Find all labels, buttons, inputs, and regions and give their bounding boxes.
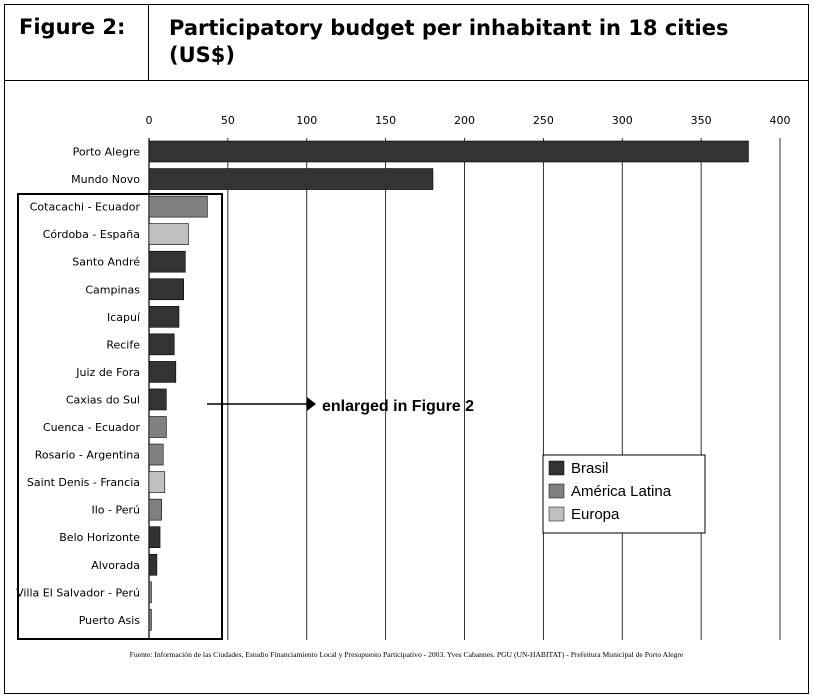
bar bbox=[148, 361, 177, 383]
annotation-text: enlarged in Figure 2 bbox=[322, 398, 474, 415]
bar bbox=[148, 609, 152, 631]
category-label: Icapuí bbox=[107, 311, 141, 324]
legend-box bbox=[542, 454, 706, 534]
x-tick-label: 150 bbox=[375, 114, 396, 127]
category-label: Villa El Salvador - Perú bbox=[16, 586, 140, 599]
x-tick-label: 100 bbox=[296, 114, 317, 127]
bar bbox=[148, 140, 749, 163]
category-label: Caxias do Sul bbox=[66, 393, 140, 406]
category-label: Ilo - Perú bbox=[92, 504, 141, 517]
legend-label: Europa bbox=[571, 506, 620, 523]
category-label: Belo Horizonte bbox=[59, 531, 140, 544]
x-axis-ticks: 0 50 100 150 200 250 300 350 400 bbox=[146, 114, 791, 127]
bar bbox=[148, 305, 180, 328]
figure-frame: Figure 2: Participatory budget per inhab… bbox=[4, 4, 809, 694]
x-tick-label: 0 bbox=[146, 114, 153, 127]
category-label: Puerto Asis bbox=[79, 614, 141, 627]
legend-label: Brasil bbox=[571, 460, 609, 477]
bar bbox=[148, 250, 186, 273]
figure-label: Figure 2: bbox=[5, 5, 149, 80]
bar bbox=[148, 333, 175, 356]
bar bbox=[148, 498, 162, 521]
bar bbox=[148, 195, 208, 218]
x-tick-label: 300 bbox=[612, 114, 633, 127]
x-tick-label: 400 bbox=[770, 114, 791, 127]
bar bbox=[148, 526, 161, 549]
category-labels: Porto Alegre Mundo Novo Cotacachi - Ecuado… bbox=[16, 146, 141, 627]
legend-swatch bbox=[548, 460, 565, 476]
category-label: Porto Alegre bbox=[73, 146, 141, 159]
bar bbox=[148, 388, 167, 411]
source-note: Fuente: Información de las Ciudades, Est… bbox=[129, 650, 684, 659]
category-label: Rosario - Argentina bbox=[35, 449, 140, 462]
category-label: Juiz de Fora bbox=[75, 366, 140, 379]
category-label: Santo André bbox=[72, 256, 140, 269]
x-tick-label: 250 bbox=[533, 114, 554, 127]
bar bbox=[148, 278, 185, 301]
bar-series bbox=[148, 140, 749, 631]
bar bbox=[148, 416, 167, 438]
category-label: Cotacachi - Ecuador bbox=[30, 201, 141, 214]
grid-lines bbox=[148, 138, 781, 640]
category-label: Recife bbox=[106, 338, 140, 351]
figure-title: Participatory budget per inhabitant in 1… bbox=[169, 16, 729, 67]
legend-swatch bbox=[548, 483, 565, 499]
highlight-box bbox=[17, 193, 223, 640]
figure-header: Figure 2: Participatory budget per inhab… bbox=[5, 5, 808, 81]
legend-swatch bbox=[548, 506, 565, 522]
bar bbox=[148, 223, 189, 245]
x-tick-label: 350 bbox=[691, 114, 712, 127]
category-label: Alvorada bbox=[91, 559, 140, 572]
annotation-arrow-head bbox=[307, 397, 316, 411]
x-tick-label: 50 bbox=[221, 114, 235, 127]
category-label: Córdoba - España bbox=[43, 228, 140, 241]
bar bbox=[148, 581, 152, 604]
bar bbox=[148, 471, 166, 493]
category-label: Saint Denis - Francia bbox=[27, 476, 140, 489]
category-label: Cuenca - Ecuador bbox=[43, 421, 141, 434]
legend-label: América Latina bbox=[571, 483, 672, 500]
bar bbox=[148, 168, 434, 190]
bar bbox=[148, 553, 158, 576]
bar bbox=[148, 443, 164, 466]
x-tick-label: 200 bbox=[454, 114, 475, 127]
category-label: Campinas bbox=[85, 283, 140, 296]
legend: Brasil América Latina Europa bbox=[542, 454, 706, 534]
category-label: Mundo Novo bbox=[71, 173, 140, 186]
